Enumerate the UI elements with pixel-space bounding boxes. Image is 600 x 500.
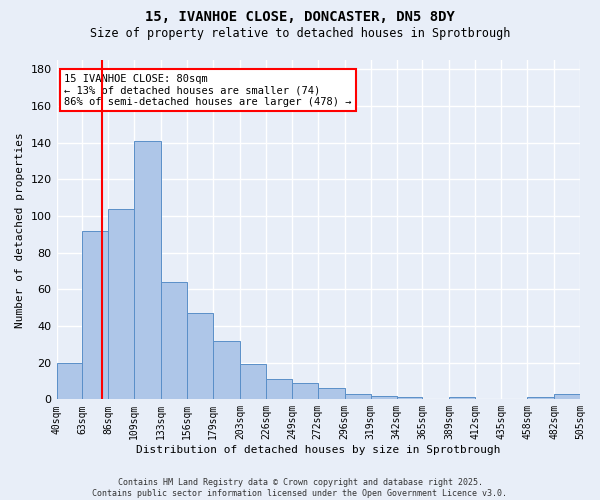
Bar (109, 208, 134, 400)
Bar (187, 313, 213, 400)
Text: Size of property relative to detached houses in Sprotbrough: Size of property relative to detached ho… (90, 28, 510, 40)
Bar (345, 394, 371, 400)
Bar (527, 398, 554, 400)
Bar (292, 383, 318, 400)
Bar (449, 398, 475, 400)
Text: 15 IVANHOE CLOSE: 80sqm
← 13% of detached houses are smaller (74)
86% of semi-de: 15 IVANHOE CLOSE: 80sqm ← 13% of detache… (64, 74, 352, 107)
Bar (318, 388, 345, 400)
Bar (240, 364, 266, 400)
Bar (266, 379, 292, 400)
Bar (56, 362, 82, 400)
X-axis label: Distribution of detached houses by size in Sprotbrough: Distribution of detached houses by size … (136, 445, 500, 455)
Y-axis label: Number of detached properties: Number of detached properties (15, 132, 25, 328)
Text: Contains HM Land Registry data © Crown copyright and database right 2025.
Contai: Contains HM Land Registry data © Crown c… (92, 478, 508, 498)
Bar (134, 140, 161, 400)
Bar (213, 340, 240, 400)
Bar (161, 282, 187, 400)
Text: 15, IVANHOE CLOSE, DONCASTER, DN5 8DY: 15, IVANHOE CLOSE, DONCASTER, DN5 8DY (145, 10, 455, 24)
Bar (554, 394, 580, 400)
Bar (397, 398, 422, 400)
Bar (82, 230, 109, 400)
Bar (371, 396, 397, 400)
